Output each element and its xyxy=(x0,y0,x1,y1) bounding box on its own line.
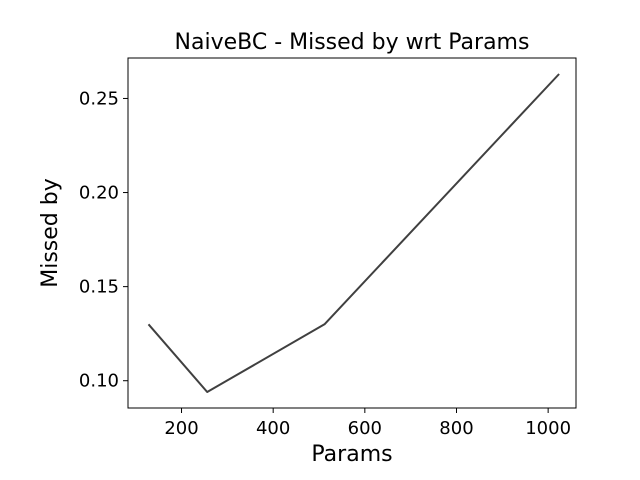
x-tick-label: 800 xyxy=(439,418,473,439)
y-tick-label: 0.20 xyxy=(79,183,119,204)
x-axis-label: Params xyxy=(311,442,392,467)
y-tick-label: 0.15 xyxy=(79,277,119,298)
series-line-0 xyxy=(147,73,560,393)
x-tick-label: 1000 xyxy=(525,418,571,439)
x-tick-label: 400 xyxy=(256,418,290,439)
y-tick-label: 0.25 xyxy=(79,88,119,109)
chart-title: NaiveBC - Missed by wrt Params xyxy=(175,30,530,55)
plot-frame xyxy=(127,57,577,409)
x-tick-label: 200 xyxy=(164,418,198,439)
plot-area: 200 400 600 800 1000 0.10 0.15 0.20 0.25 xyxy=(79,57,577,439)
y-tick-label: 0.10 xyxy=(79,371,119,392)
x-tick-label: 600 xyxy=(348,418,382,439)
y-axis-label: Missed by xyxy=(38,178,63,288)
